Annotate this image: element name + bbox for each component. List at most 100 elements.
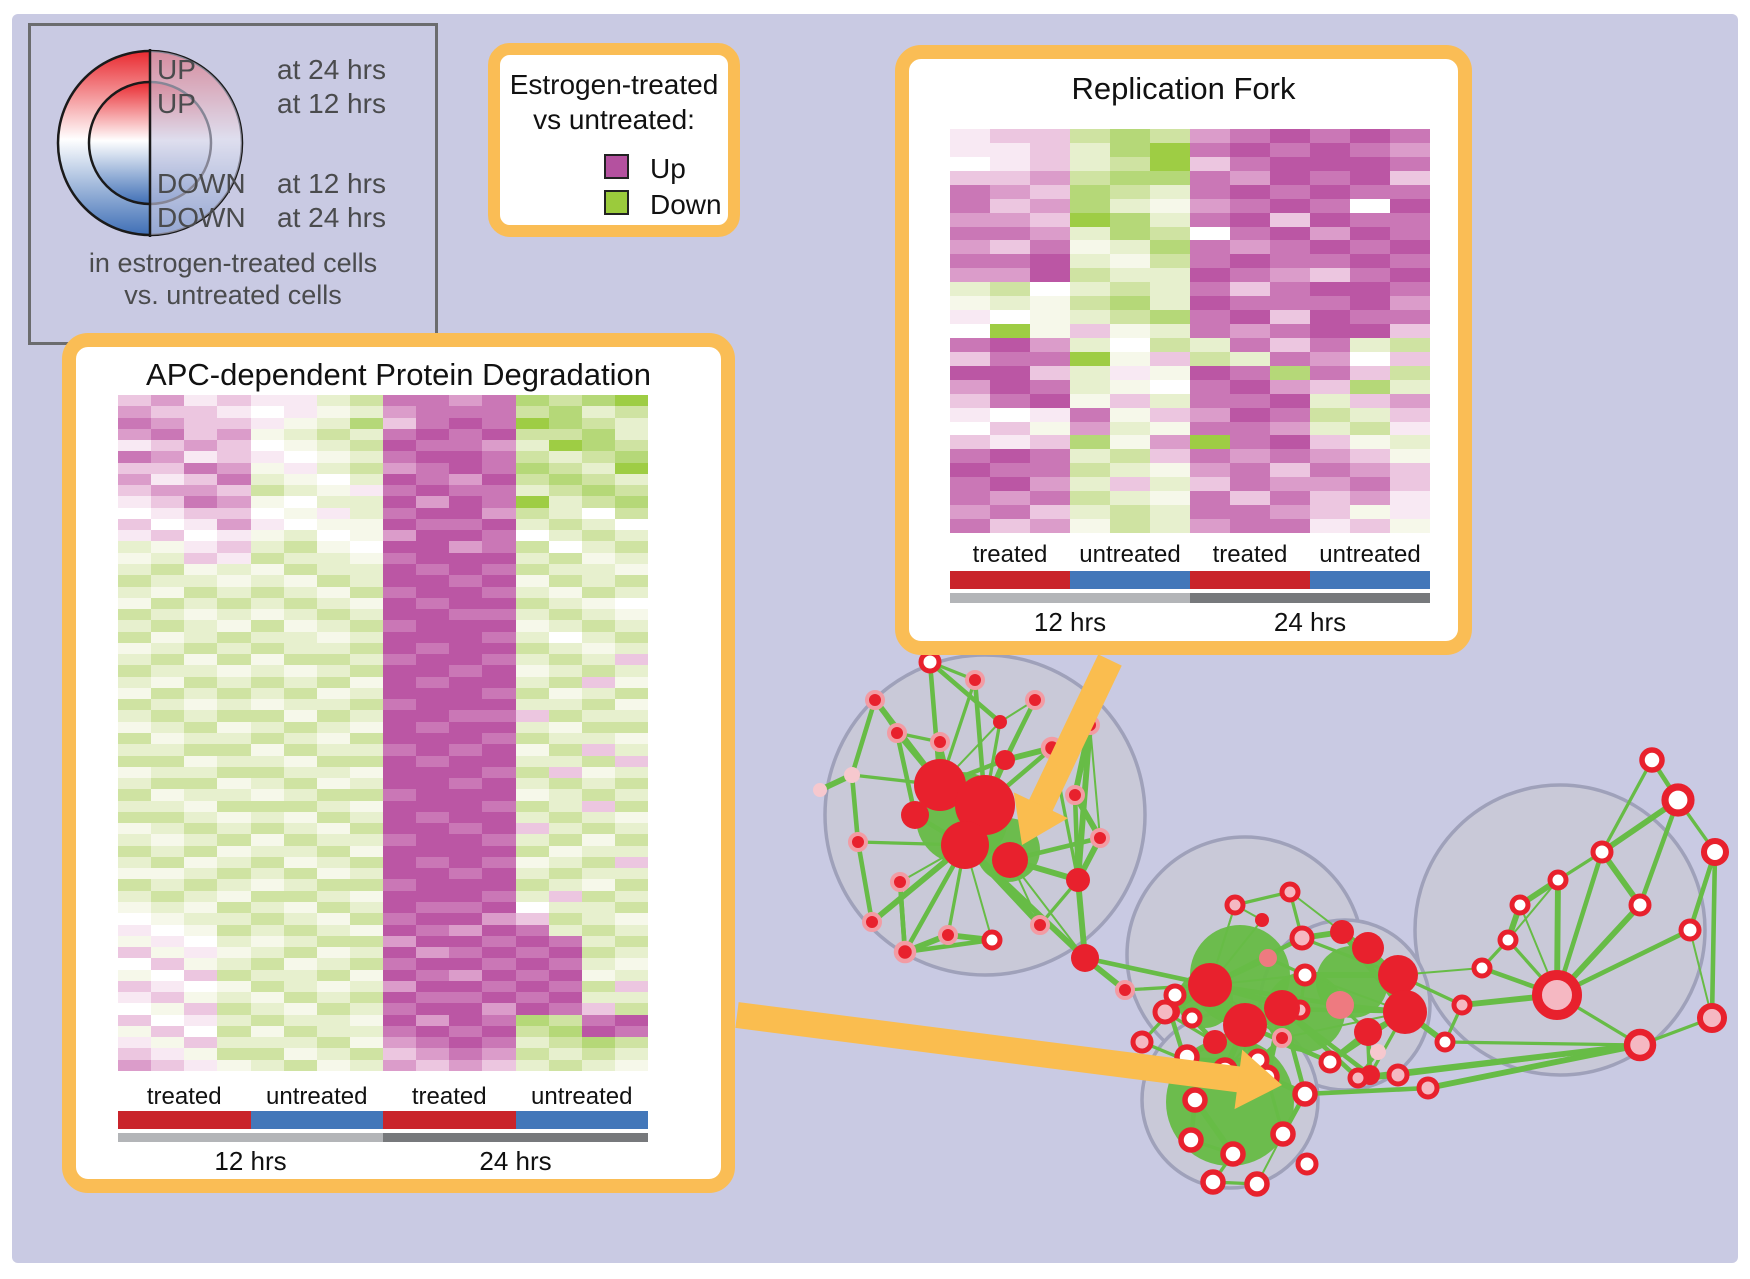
heatmap-cell [1390,351,1430,366]
network-node-rw [1270,1121,1296,1147]
group-label: treated [411,1083,487,1110]
heatmap-cell [990,324,1030,338]
heatmap-cell [515,699,549,711]
heatmap-cell [1150,407,1190,422]
heatmap-cell [383,676,417,688]
heatmap-cell [118,552,152,564]
heatmap-cell [581,440,615,452]
heatmap-cell [581,552,615,564]
heatmap-cell [316,575,350,587]
heatmap-cell [349,1037,383,1049]
heatmap-cell [1190,170,1230,185]
heatmap-cell [1150,254,1190,269]
heatmap-cell [250,834,284,846]
heatmap-cell [515,778,549,790]
heatmap-cell [482,552,516,564]
heatmap-cell [1390,170,1430,185]
heatmap-cell [416,428,450,441]
heatmap-cell [383,642,417,655]
heatmap-cell [1390,296,1430,311]
heatmap-cell [349,417,383,429]
heatmap-cell [950,170,990,185]
heatmap-cell [548,541,582,553]
heatmap-cell [548,868,582,880]
heatmap-cell [184,620,218,632]
network-node-pr [1115,980,1135,1000]
heatmap-cell [581,924,615,936]
network-node-rw [1200,1169,1226,1195]
heatmap-cell [383,800,417,812]
heatmap-cell [383,924,417,936]
time-label: 12 hrs [1033,607,1107,637]
heatmap-cell [515,575,549,587]
heatmap-cell [482,1014,516,1026]
network-node-rw [1700,837,1730,867]
heatmap-cell [449,609,483,621]
heatmap-cell [250,552,284,564]
heatmap-cell [990,365,1030,380]
heatmap-cell [1030,170,1070,185]
heatmap-cell [151,879,185,891]
network-node-s [1378,955,1418,995]
heatmap-cell [449,575,483,587]
heatmap-cell [515,530,549,542]
heatmap-cell [548,552,582,564]
heatmap-cell [1310,282,1350,297]
heatmap-cell [482,597,516,610]
treated-bar [118,1111,251,1129]
heatmap-cell [1230,491,1270,506]
heatmap-cell [581,958,615,970]
legend-swatch-icon [604,190,629,215]
heatmap-cell [416,507,450,519]
heatmap-cell [950,198,990,213]
heatmap-cell [614,699,648,711]
heatmap-cell [250,811,284,824]
heatmap-cell [950,268,990,283]
heatmap-cell [1110,310,1150,325]
heatmap-cell [217,744,251,756]
heatmap-cell [250,485,284,497]
heatmap-cell [1310,463,1350,478]
heatmap-cell [1350,491,1390,506]
heatmap-cell [1070,198,1110,213]
heatmap-cell [349,845,383,857]
heatmap-cell [581,856,615,869]
heatmap-cell [548,1037,582,1049]
heatmap-cell [217,642,251,655]
heatmap-cell [250,642,284,655]
heatmap-cell [581,1014,615,1026]
heatmap-cell [1230,463,1270,478]
heatmap-cell [217,766,251,779]
heatmap-cell [250,665,284,677]
heatmap-cell [515,958,549,970]
heatmap-cell [990,435,1030,450]
heatmap-cell [1390,491,1430,506]
network-node-rw [1471,957,1493,979]
heatmap-cell [151,473,185,486]
heatmap-cell [1350,324,1390,338]
heatmap-cell [283,620,317,632]
heatmap-cell [416,992,450,1004]
heatmap-cell [950,491,990,506]
heatmap-cell [250,901,284,914]
heatmap-cell [581,868,615,880]
heatmap-cell [449,856,483,869]
heatmap-cell [184,473,218,486]
heatmap-cell [449,687,483,700]
heatmap-cell [1190,379,1230,394]
up-down-ring-icon [56,49,244,237]
heatmap-cell [581,901,615,914]
heatmap-cell [416,800,450,812]
heatmap-cell [1030,407,1070,422]
heatmap-cell [548,699,582,711]
panel-replication-fork: Replication Fork treated untreated treated… [895,45,1472,655]
group-label: untreated [1079,541,1181,568]
heatmap-cell [1270,254,1310,269]
heatmap-cell [1350,337,1390,352]
heatmap-cell [614,721,648,733]
network-node-rp [1623,1028,1657,1062]
heatmap-cell [1190,184,1230,199]
network-edge [1443,1040,1642,1047]
network-node-rw [1661,783,1695,817]
